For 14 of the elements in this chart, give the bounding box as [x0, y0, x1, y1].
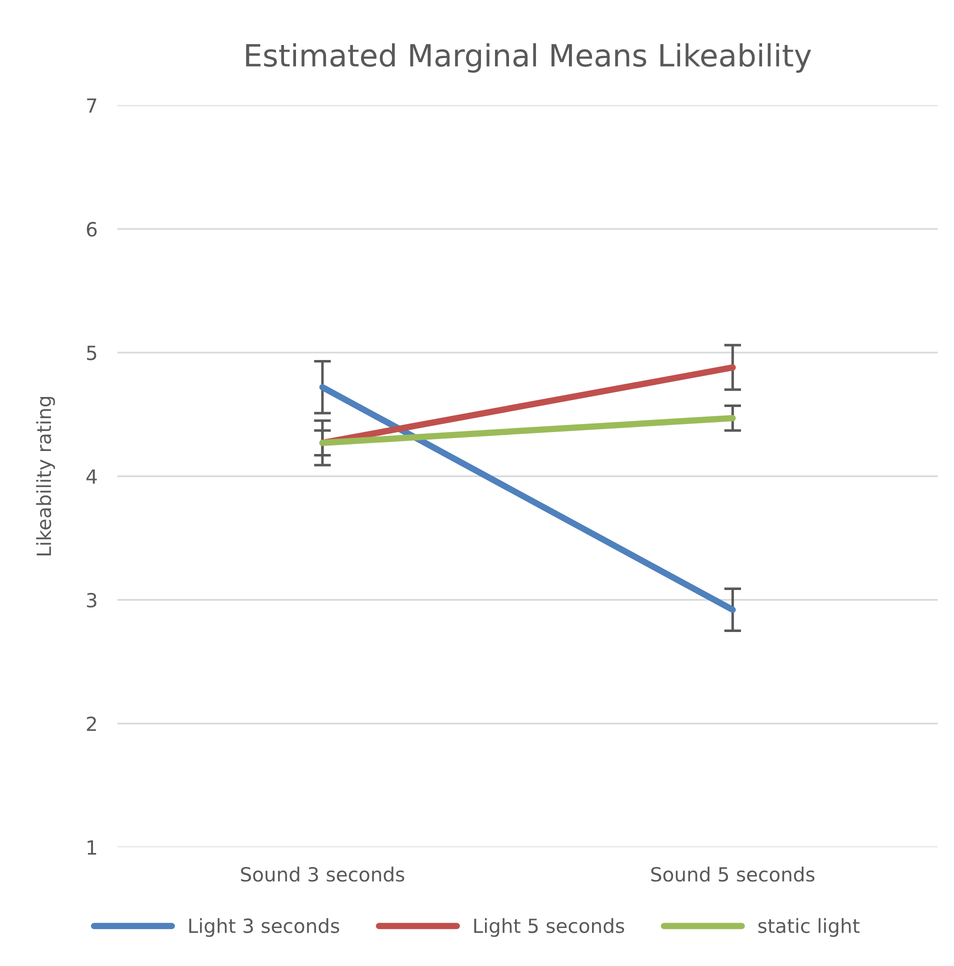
y-tick-label: 6 [86, 222, 97, 237]
chart-title: Estimated Marginal Means Likeability [246, 43, 812, 73]
y-tick-label: 3 [87, 592, 96, 608]
y-tick-label: 5 [87, 346, 96, 360]
legend-label: Light 5 seconds [474, 918, 624, 937]
y-tick-label: 1 [88, 840, 96, 855]
y-axis-title: Likeability rating [36, 396, 55, 556]
y-tick-label: 4 [86, 469, 97, 484]
legend-label: Light 3 seconds [189, 918, 340, 937]
x-tick-label: Sound 3 seconds [241, 866, 404, 882]
legend-label: static light [758, 918, 860, 937]
x-tick-label: Sound 5 seconds [651, 866, 814, 882]
y-tick-label: 2 [86, 716, 96, 731]
y-tick-label: 7 [87, 98, 96, 113]
